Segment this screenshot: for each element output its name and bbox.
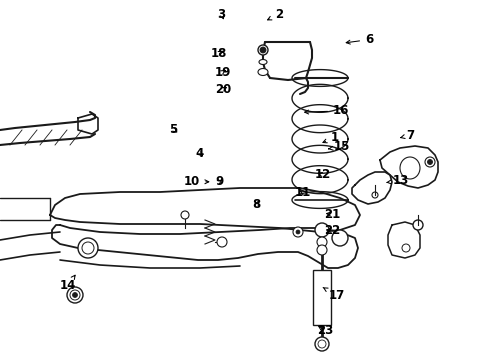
Text: 9: 9 — [215, 175, 223, 188]
Ellipse shape — [399, 157, 419, 179]
Circle shape — [78, 238, 98, 258]
Circle shape — [67, 287, 83, 303]
Polygon shape — [379, 146, 437, 188]
Text: 23: 23 — [316, 324, 333, 337]
Text: 7: 7 — [400, 129, 414, 141]
Circle shape — [217, 237, 226, 247]
Text: 17: 17 — [323, 288, 344, 302]
Text: 1: 1 — [322, 131, 338, 144]
Circle shape — [314, 337, 328, 351]
Text: 12: 12 — [314, 168, 330, 181]
Circle shape — [316, 237, 326, 247]
Circle shape — [258, 45, 267, 55]
Polygon shape — [351, 172, 391, 204]
Circle shape — [317, 340, 325, 348]
Ellipse shape — [259, 59, 266, 64]
Text: 2: 2 — [267, 8, 282, 21]
Circle shape — [260, 47, 265, 53]
Text: 3: 3 — [217, 8, 225, 21]
Ellipse shape — [258, 68, 267, 76]
Text: 5: 5 — [169, 123, 177, 136]
Text: 19: 19 — [214, 66, 230, 78]
Circle shape — [292, 227, 303, 237]
Text: 4: 4 — [195, 147, 203, 159]
Circle shape — [82, 242, 94, 254]
Text: 13: 13 — [386, 174, 408, 187]
Bar — [312, 270, 330, 325]
Circle shape — [424, 157, 434, 167]
Text: 22: 22 — [324, 224, 340, 237]
Text: 8: 8 — [252, 198, 260, 211]
Polygon shape — [78, 114, 98, 134]
Circle shape — [314, 223, 328, 237]
Text: 18: 18 — [210, 47, 227, 60]
Circle shape — [316, 245, 326, 255]
Text: 10: 10 — [183, 175, 208, 188]
Text: 11: 11 — [294, 186, 311, 199]
Circle shape — [371, 192, 377, 198]
Text: 20: 20 — [214, 83, 231, 96]
Circle shape — [295, 230, 299, 234]
Circle shape — [331, 230, 347, 246]
Circle shape — [70, 290, 80, 300]
Circle shape — [412, 220, 422, 230]
Text: 14: 14 — [59, 275, 76, 292]
Text: 15: 15 — [328, 140, 350, 153]
Circle shape — [181, 211, 189, 219]
Text: 16: 16 — [304, 104, 349, 117]
Polygon shape — [50, 188, 359, 232]
Circle shape — [427, 159, 431, 165]
Text: 6: 6 — [346, 33, 372, 46]
Circle shape — [72, 292, 77, 297]
Text: 21: 21 — [324, 208, 340, 221]
Circle shape — [401, 244, 409, 252]
Polygon shape — [52, 225, 357, 268]
Polygon shape — [387, 222, 419, 258]
